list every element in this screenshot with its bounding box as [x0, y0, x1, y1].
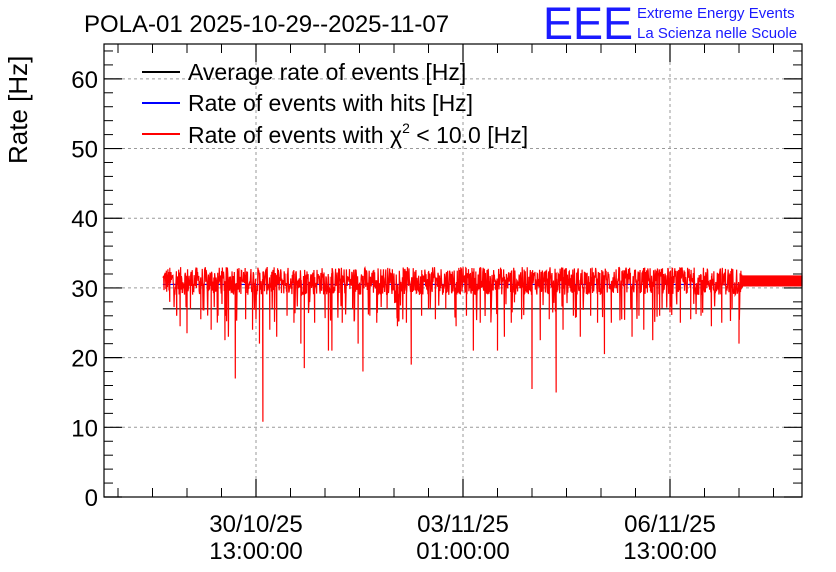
y-axis-label: Rate [Hz] [3, 56, 33, 164]
logo-line-1: Extreme Energy Events [637, 5, 795, 22]
x-tick-label-date: 03/11/25 [417, 511, 509, 538]
x-tick-label-date: 30/10/25 [209, 511, 302, 538]
chart-title: POLA-01 2025-10-29--2025-11-07 [84, 11, 449, 38]
y-tick-label: 50 [71, 137, 98, 164]
legend-chi2-symbol: χ [390, 122, 402, 148]
legend-label-hits: Rate of events with hits [Hz] [188, 90, 473, 116]
y-tick-label: 0 [85, 485, 98, 512]
y-tick-label: 60 [71, 67, 98, 94]
legend-chi2-sup: 2 [402, 120, 410, 136]
x-tick-label-time: 13:00:00 [209, 538, 302, 565]
logo-line-2: La Scienza nelle Scuole [637, 25, 797, 42]
x-tick-label-date: 06/11/25 [624, 511, 716, 538]
x-tick-label-time: 01:00:00 [416, 538, 509, 565]
legend-label-average: Average rate of events [Hz] [188, 59, 466, 85]
y-tick-label: 10 [71, 415, 98, 442]
series-chi2-line [162, 265, 803, 422]
x-tick-label-time: 13:00:00 [623, 538, 716, 565]
plot-frame [103, 43, 803, 498]
legend-chi2-suffix: < 10.0 [Hz] [410, 122, 528, 148]
y-tick-label: 30 [71, 276, 98, 303]
y-tick-label: 20 [71, 346, 98, 373]
eee-logo: EEE [543, 0, 633, 49]
legend: Average rate of events [Hz] Rate of even… [142, 59, 528, 148]
series-layer [162, 265, 803, 422]
y-tick-label: 40 [71, 206, 98, 233]
axes: 010203040506030/10/2513:00:0003/11/2501:… [71, 44, 802, 565]
legend-chi2-prefix: Rate of events with [188, 122, 390, 148]
legend-label-chi2: Rate of events with χ2 < 10.0 [Hz] [188, 120, 528, 148]
